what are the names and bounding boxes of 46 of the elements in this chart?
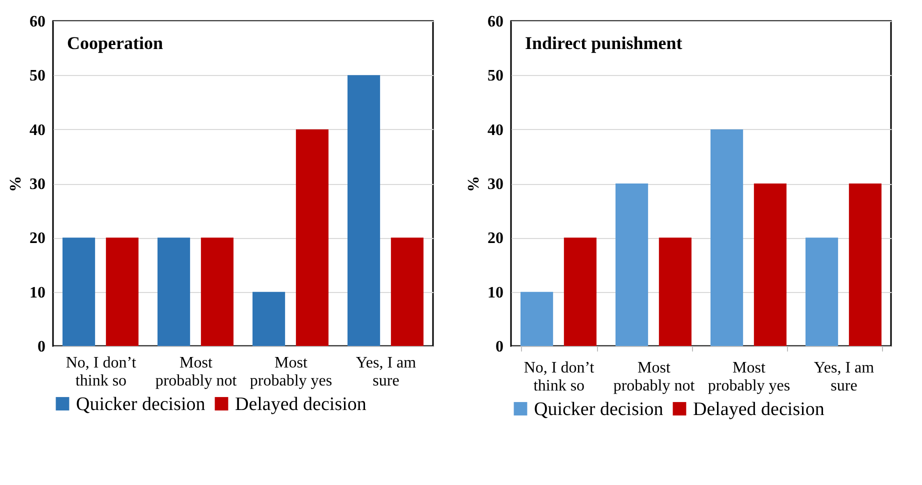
y-tick-label: 10 [488, 284, 504, 302]
bar [520, 292, 554, 346]
y-tick-label: 60 [30, 14, 46, 30]
x-tick-label: Yes, I am sure [356, 354, 417, 390]
x-tick-label: Most probably not [613, 360, 696, 394]
y-axis-title: % [8, 176, 24, 192]
bar [106, 238, 138, 346]
x-tick-label: Yes, I am sure [814, 360, 875, 394]
y-axis-title: % [466, 176, 482, 192]
y-tick-label: 20 [488, 230, 504, 248]
y-tick-label: 10 [30, 284, 46, 302]
bar [296, 129, 328, 346]
x-tick-label: No, I don’t think so [524, 360, 595, 394]
y-tick-label: 0 [496, 338, 504, 356]
y-tick-label: 20 [30, 230, 46, 248]
legend-label: Quicker decision [76, 394, 206, 415]
legend-label: Delayed decision [693, 398, 825, 420]
legend-label: Quicker decision [534, 398, 664, 420]
y-tick-label: 50 [488, 68, 504, 85]
x-tick-label: Most probably yes [708, 360, 790, 394]
y-tick-label: 0 [38, 338, 46, 356]
bar [252, 292, 286, 346]
y-tick-label: 50 [30, 68, 46, 85]
bar [754, 184, 786, 346]
x-tick-label: Most probably yes [250, 354, 332, 390]
text: Indirect punishment [525, 33, 682, 53]
bar [806, 238, 838, 346]
bar [658, 238, 692, 346]
bar [616, 184, 648, 346]
bar [710, 129, 744, 346]
y-tick-label: 30 [30, 176, 46, 193]
text: Cooperation [67, 33, 163, 53]
bar [200, 238, 234, 346]
bar [390, 238, 424, 346]
y-tick-label: 40 [30, 122, 46, 139]
bar [62, 238, 96, 346]
legend-label: Delayed decision [235, 394, 367, 415]
bar [564, 238, 596, 346]
bar [158, 238, 190, 346]
bar [848, 184, 882, 346]
x-tick-label: No, I don’t think so [66, 354, 137, 390]
bar [348, 75, 380, 346]
y-tick-label: 30 [488, 176, 504, 193]
y-tick-label: 60 [488, 14, 504, 30]
x-tick-label: Most probably not [155, 354, 238, 390]
y-tick-label: 40 [488, 122, 504, 139]
